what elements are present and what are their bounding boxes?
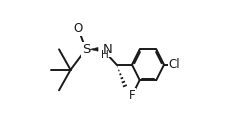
Text: H: H (100, 50, 108, 60)
Text: O: O (73, 22, 82, 35)
Polygon shape (89, 47, 98, 51)
Text: S: S (81, 43, 90, 56)
Text: F: F (128, 89, 135, 102)
Text: Cl: Cl (168, 58, 179, 71)
Text: N: N (103, 43, 112, 56)
